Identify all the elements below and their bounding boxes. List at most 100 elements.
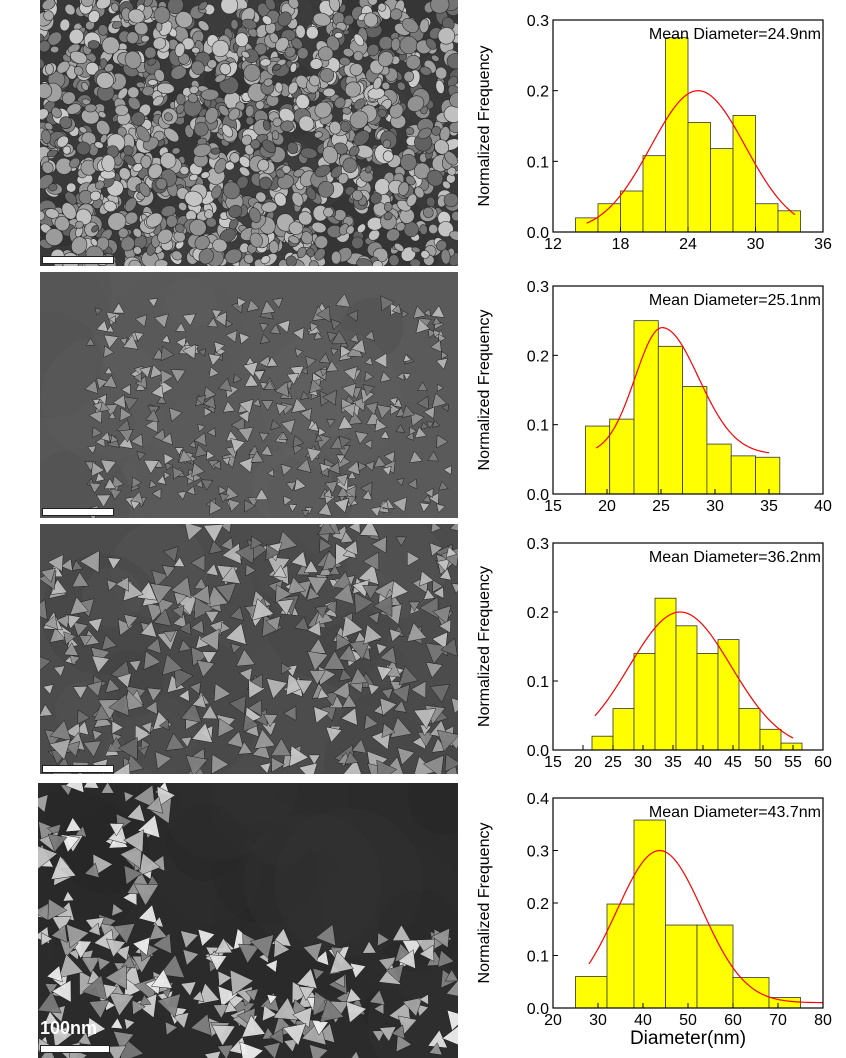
x-tick-label: 15 [544, 498, 562, 515]
sem-texture-a [40, 0, 458, 266]
histogram-bar [717, 639, 740, 751]
x-tick-label: 70 [769, 1012, 787, 1029]
fit-curve [586, 90, 796, 224]
histogram-bar [732, 115, 756, 233]
histogram-bar [642, 155, 666, 233]
x-tick-label: 20 [574, 754, 592, 771]
histogram-bar [606, 903, 635, 1009]
histogram-bar [665, 37, 689, 233]
bars [591, 597, 803, 751]
histogram-bar [696, 652, 719, 751]
bars [575, 37, 801, 233]
histogram-bar [620, 190, 644, 233]
histogram-a: 12 18 24 30 36 0.0 0.1 0.2 0.3 Normalized Frequen… [476, 13, 832, 253]
histogram-bar [768, 997, 801, 1009]
sem-image-a [40, 0, 458, 266]
histogram-bar [732, 977, 770, 1009]
bars [575, 819, 801, 1009]
histogram-bar [591, 735, 614, 751]
fit-curve [595, 327, 770, 454]
x-tick-label: 25 [604, 754, 622, 771]
x-tick-label: 15 [544, 754, 562, 771]
y-tick-label: 0.2 [527, 84, 549, 101]
y-tick-label: 0.0 [527, 1001, 549, 1018]
histogram-bar [657, 345, 684, 495]
x-tick-label: 40 [694, 754, 712, 771]
y-tick-label: 0.3 [527, 13, 549, 30]
sem-texture-b [40, 272, 458, 518]
x-tick-label: 30 [589, 1012, 607, 1029]
y-tick-label: 0.0 [527, 225, 549, 242]
histogram-bar [696, 924, 734, 1009]
histogram-bar [780, 742, 803, 751]
histogram-bar [675, 625, 698, 751]
histogram-bar [738, 708, 761, 751]
sem-texture-d [38, 783, 458, 1058]
y-axis-label: Normalized Frequency [476, 310, 493, 471]
y-tick-label: 0.3 [527, 844, 549, 861]
x-tick-label: 35 [664, 754, 682, 771]
histogram-bar [609, 418, 635, 495]
histogram-bar [730, 455, 756, 495]
plot-frame [552, 285, 824, 495]
x-axis-label: Diameter(nm) [630, 1028, 746, 1049]
x-tick-label: 24 [679, 236, 697, 253]
plot-frame [552, 542, 824, 751]
y-tick-label: 0.1 [527, 949, 549, 966]
fit-curve [588, 849, 824, 1004]
y-tick-label: 0.1 [527, 154, 549, 171]
x-tick-label: 40 [634, 1012, 652, 1029]
mean-diameter-annotation: Mean Diameter=24.9nm [649, 26, 821, 43]
x-tick-label: 50 [679, 1012, 697, 1029]
y-tick-label: 0.2 [527, 605, 549, 622]
scale-bar-b [42, 508, 114, 516]
histogram-bar [633, 819, 666, 1009]
x-tick-label: 40 [814, 498, 832, 515]
sem-image-d [38, 783, 458, 1058]
x-tick-label: 18 [612, 236, 630, 253]
histogram-bar [755, 203, 779, 233]
histogram-bar [633, 652, 656, 751]
x-tick-label: 50 [754, 754, 772, 771]
histogram-bar [710, 148, 734, 233]
y-axis-label: Normalized Frequency [476, 46, 493, 207]
histogram-bar [654, 597, 677, 751]
histogram-bar [755, 456, 781, 495]
fit-curve [594, 611, 794, 739]
x-tick-label: 30 [747, 236, 765, 253]
histogram-bar [575, 217, 599, 233]
y-tick-label: 0.1 [527, 418, 549, 435]
x-tick-label: 36 [814, 236, 832, 253]
y-axis-label: Normalized Frequency [476, 566, 493, 727]
mean-diameter-annotation: Mean Diameter=25.1nm [649, 292, 821, 309]
x-tick-label: 55 [784, 754, 802, 771]
sem-image-c [40, 524, 458, 774]
x-tick-label: 45 [724, 754, 742, 771]
scale-label: 100nm [40, 1018, 98, 1038]
histogram-bar [706, 443, 732, 495]
x-tick-label: 12 [544, 236, 562, 253]
y-tick-label: 0.2 [527, 896, 549, 913]
scale-bar-c [42, 765, 114, 773]
histogram-bar [585, 425, 611, 495]
histogram-bar [665, 924, 698, 1009]
x-tick-label: 20 [598, 498, 616, 515]
sem-image-b [40, 272, 458, 518]
sem-texture-c [40, 524, 458, 774]
y-tick-label: 0.1 [527, 674, 549, 691]
x-tick-label: 20 [544, 1012, 562, 1029]
mean-diameter-annotation: Mean Diameter=43.7nm [649, 804, 821, 821]
x-tick-label: 35 [760, 498, 778, 515]
y-tick-label: 0.2 [527, 348, 549, 365]
y-tick-label: 0.3 [527, 536, 549, 553]
histogram-bar [612, 708, 635, 751]
histogram-bar [682, 386, 708, 495]
y-tick-label: 0.4 [527, 791, 549, 808]
histogram-bar [777, 210, 801, 233]
x-tick-label: 80 [814, 1012, 832, 1029]
scale-bar-a [42, 256, 114, 264]
y-tick-label: 0.0 [527, 743, 549, 760]
y-tick-label: 0.3 [527, 279, 549, 296]
histogram-b: 15 20 25 30 35 40 0.0 0.1 0.2 0.3 Normalized Frequ… [476, 279, 832, 515]
x-tick-label: 30 [634, 754, 652, 771]
